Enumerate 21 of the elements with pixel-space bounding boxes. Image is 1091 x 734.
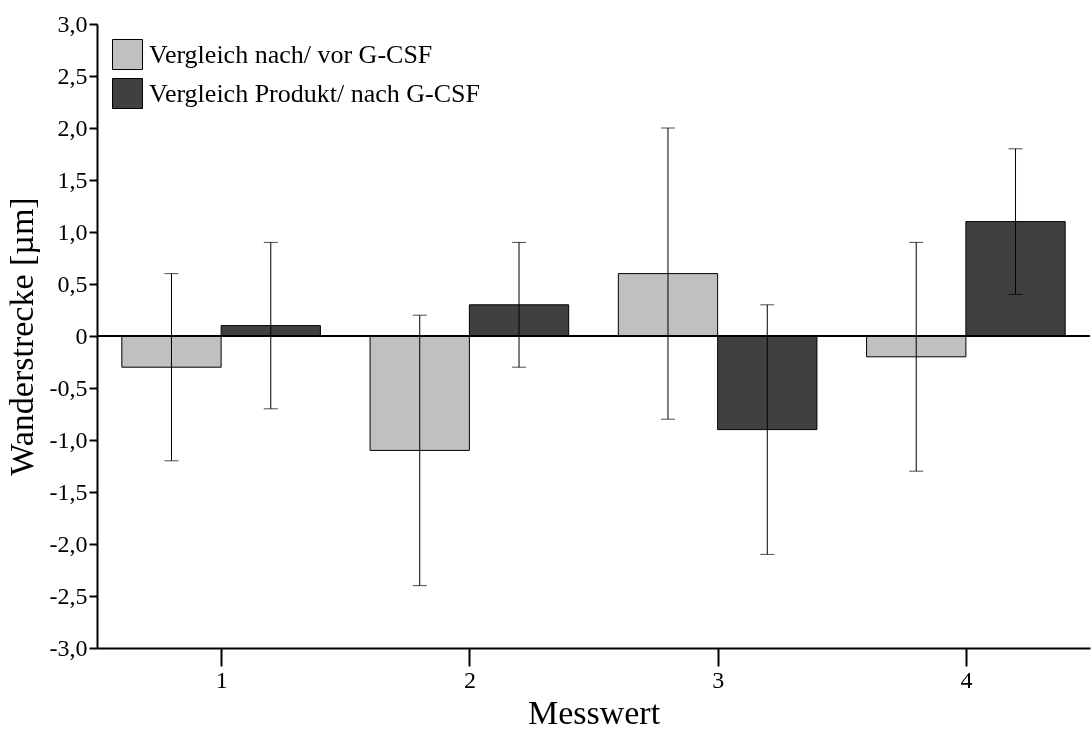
y-tick-label: -1,5 xyxy=(49,478,88,505)
y-tick-label: -2,5 xyxy=(49,582,88,609)
x-tick-label: 3 xyxy=(712,666,725,693)
y-tick-label: -2,0 xyxy=(49,530,88,557)
y-tick-label: -3,0 xyxy=(49,634,88,661)
x-tick-label: 2 xyxy=(463,666,476,693)
x-axis-title: Messwert xyxy=(527,693,661,731)
y-axis-title: Wanderstrecke [µm] xyxy=(2,197,40,476)
legend-label: Vergleich nach/ vor G-CSF xyxy=(149,39,433,69)
x-tick-label: 1 xyxy=(215,666,228,693)
y-tick-label: 1,0 xyxy=(57,218,88,245)
y-tick-label: 1,5 xyxy=(57,166,88,193)
y-tick-label: -0,5 xyxy=(49,374,88,401)
y-tick-label: -1,0 xyxy=(49,426,88,453)
y-tick-label: 2,0 xyxy=(57,114,88,141)
y-tick-label: 0 xyxy=(75,322,88,349)
y-tick-label: 2,5 xyxy=(57,62,88,89)
legend-label: Vergleich Produkt/ nach G-CSF xyxy=(149,78,480,108)
y-tick-label: 0,5 xyxy=(57,270,88,297)
x-tick-label: 4 xyxy=(960,666,973,693)
y-tick-label: 3,0 xyxy=(57,10,88,37)
